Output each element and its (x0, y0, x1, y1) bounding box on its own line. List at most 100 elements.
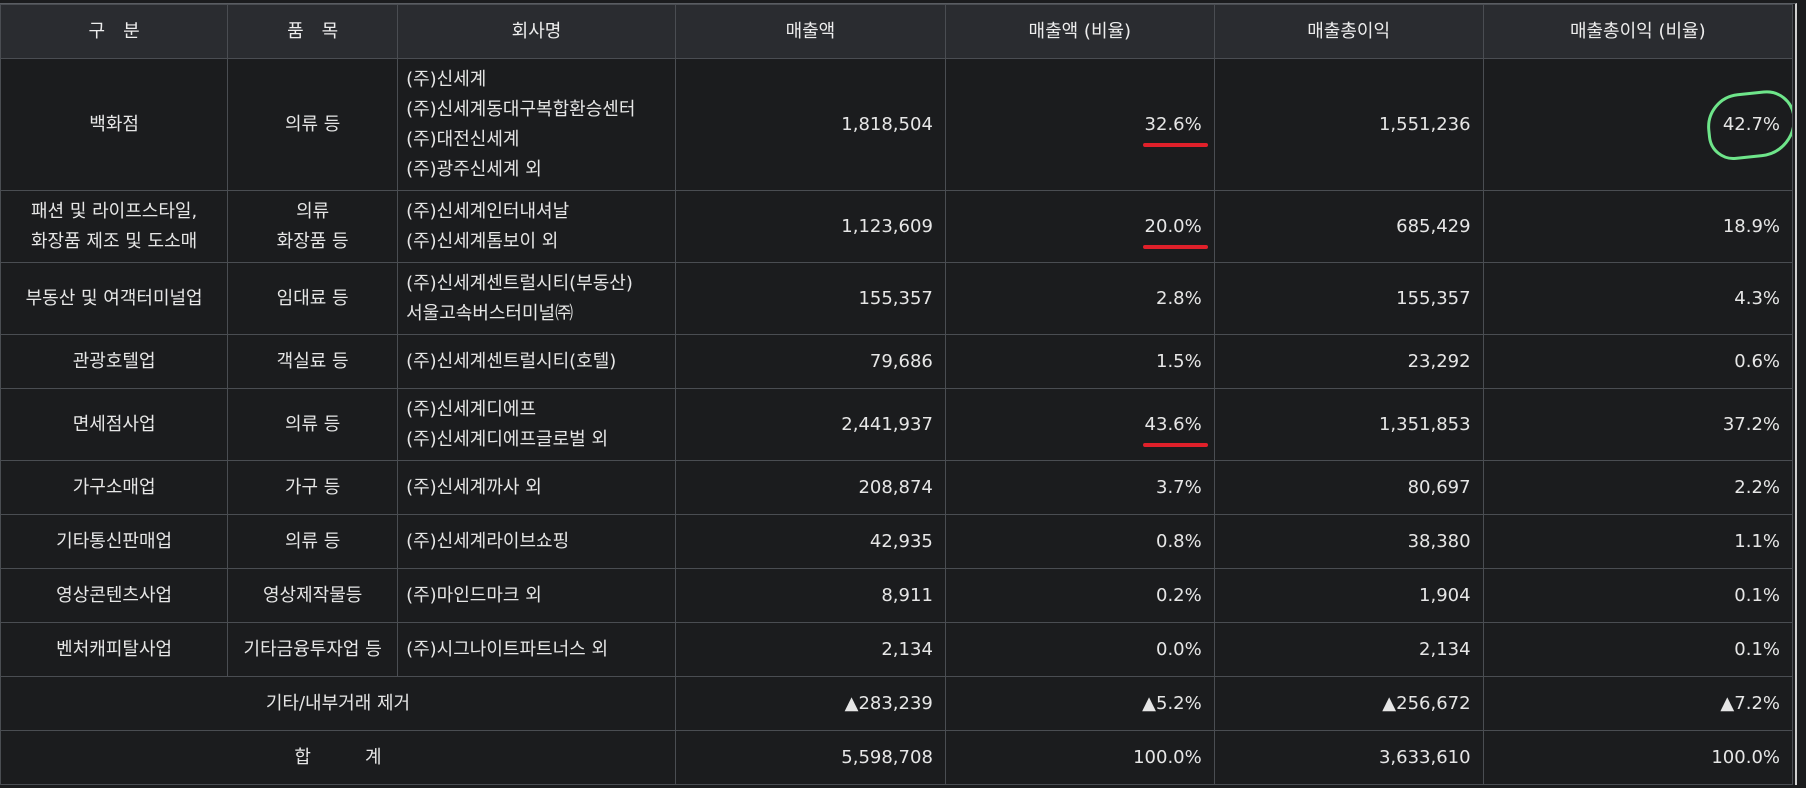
sales-cell: 1,123,609 (674, 190, 946, 263)
header-row: 구 분 품 목 회사명 매출액 매출액 (비율) 매출총이익 매출총이익 (비율… (0, 4, 1794, 59)
gross-profit-ratio-cell: 0.1% (1482, 622, 1794, 677)
sales-cell: 155,357 (674, 262, 946, 335)
sales-cell: 2,441,937 (674, 388, 946, 461)
item-cell: 의류 등 (227, 514, 399, 569)
sales-ratio-cell: 0.0% (944, 622, 1215, 677)
company-name: (주)신세계인터내셔날 (406, 200, 570, 222)
sales-ratio-cell: 0.8% (944, 514, 1215, 569)
green-circle-mark: 42.7% (1723, 110, 1780, 140)
gross-profit-ratio-cell: 0.6% (1482, 334, 1794, 389)
company-name: (주)신세계디에프 (406, 398, 537, 420)
header-category: 구 분 (0, 4, 229, 59)
adjustment-row: 기타/내부거래 제거 ▲283,239 ▲5.2% ▲256,672 ▲7.2% (0, 676, 1794, 731)
gross-profit-ratio-cell: 4.3% (1482, 262, 1794, 335)
gross-profit-ratio-cell: ▲7.2% (1482, 676, 1794, 731)
sales-cell: 208,874 (674, 460, 946, 515)
header-gross-profit-ratio: 매출총이익 (비율) (1482, 4, 1794, 59)
gross-profit-cell: 1,551,236 (1213, 58, 1484, 191)
item-cell: 의류 등 (227, 388, 399, 461)
company-cell: (주)신세계 (주)신세계동대구복합환승센터 (주)대전신세계 (주)광주신세계… (397, 58, 676, 191)
header-item: 품 목 (227, 4, 399, 59)
sales-ratio-cell: 100.0% (944, 730, 1215, 785)
sales-ratio-cell: 3.7% (944, 460, 1215, 515)
category-cell: 면세점사업 (0, 388, 229, 461)
company-name: (주)대전신세계 (406, 128, 520, 150)
gross-profit-cell: ▲256,672 (1213, 676, 1484, 731)
header-sales-ratio: 매출액 (비율) (944, 4, 1215, 59)
table-row: 패션 및 라이프스타일, 화장품 제조 및 도소매 의류 화장품 등 (주)신세… (0, 190, 1794, 263)
total-row: 합 계 5,598,708 100.0% 3,633,610 100.0% (0, 730, 1794, 785)
table-row: 부동산 및 여객터미널업 임대료 등 (주)신세계센트럴시티(부동산) 서울고속… (0, 262, 1794, 335)
gross-profit-ratio-cell: 37.2% (1482, 388, 1794, 461)
sales-ratio-cell: 20.0% (944, 190, 1215, 263)
sales-cell: 79,686 (674, 334, 946, 389)
adjustment-label: 기타/내부거래 제거 (0, 676, 676, 731)
sales-table: 구 분 품 목 회사명 매출액 매출액 (비율) 매출총이익 매출총이익 (비율… (0, 4, 1794, 785)
sales-cell: 5,598,708 (674, 730, 946, 785)
item-cell: 기타금융투자업 등 (227, 622, 399, 677)
category-line: 패션 및 라이프스타일, (31, 200, 198, 222)
category-cell: 패션 및 라이프스타일, 화장품 제조 및 도소매 (0, 190, 229, 263)
company-name: 서울고속버스터미널㈜ (406, 302, 574, 324)
company-cell: (주)신세계센트럴시티(부동산) 서울고속버스터미널㈜ (397, 262, 676, 335)
sales-ratio-cell: ▲5.2% (944, 676, 1215, 731)
table-row: 백화점 의류 등 (주)신세계 (주)신세계동대구복합환승센터 (주)대전신세계… (0, 58, 1794, 191)
gross-profit-cell: 1,904 (1213, 568, 1484, 623)
sales-ratio-cell: 32.6% (944, 58, 1215, 191)
item-cell: 객실료 등 (227, 334, 399, 389)
company-cell: (주)신세계센트럴시티(호텔) (397, 334, 676, 389)
header-gross-profit: 매출총이익 (1213, 4, 1484, 59)
category-cell: 기타통신판매업 (0, 514, 229, 569)
gross-profit-ratio-cell: 100.0% (1482, 730, 1794, 785)
sales-cell: 1,818,504 (674, 58, 946, 191)
sales-ratio-cell: 1.5% (944, 334, 1215, 389)
gross-profit-ratio-cell: 1.1% (1482, 514, 1794, 569)
company-name: (주)광주신세계 외 (406, 158, 542, 180)
item-cell: 의류 화장품 등 (227, 190, 399, 263)
category-cell: 부동산 및 여객터미널업 (0, 262, 229, 335)
table-row: 관광호텔업 객실료 등 (주)신세계센트럴시티(호텔) 79,686 1.5% … (0, 334, 1794, 389)
sales-cell: 42,935 (674, 514, 946, 569)
gross-profit-cell: 23,292 (1213, 334, 1484, 389)
table-row: 기타통신판매업 의류 등 (주)신세계라이브쇼핑 42,935 0.8% 38,… (0, 514, 1794, 569)
gross-profit-cell: 155,357 (1213, 262, 1484, 335)
company-cell: (주)신세계디에프 (주)신세계디에프글로벌 외 (397, 388, 676, 461)
table-row: 벤처캐피탈사업 기타금융투자업 등 (주)시그나이트파트너스 외 2,134 0… (0, 622, 1794, 677)
category-line: 화장품 제조 및 도소매 (31, 230, 198, 252)
gross-profit-ratio-cell: 42.7% (1482, 58, 1794, 191)
category-cell: 백화점 (0, 58, 229, 191)
gross-profit-ratio-cell: 2.2% (1482, 460, 1794, 515)
item-cell: 가구 등 (227, 460, 399, 515)
sales-ratio-cell: 2.8% (944, 262, 1215, 335)
sales-cell: ▲283,239 (674, 676, 946, 731)
category-cell: 관광호텔업 (0, 334, 229, 389)
red-underline-mark: 32.6% (1142, 110, 1208, 147)
gross-profit-cell: 685,429 (1213, 190, 1484, 263)
item-cell: 임대료 등 (227, 262, 399, 335)
sales-table-container: 구 분 품 목 회사명 매출액 매출액 (비율) 매출총이익 매출총이익 (비율… (0, 3, 1797, 785)
sales-ratio-cell: 43.6% (944, 388, 1215, 461)
company-name: (주)신세계디에프글로벌 외 (406, 428, 609, 450)
gross-profit-ratio-cell: 18.9% (1482, 190, 1794, 263)
category-cell: 벤처캐피탈사업 (0, 622, 229, 677)
category-cell: 가구소매업 (0, 460, 229, 515)
company-cell: (주)시그나이트파트너스 외 (397, 622, 676, 677)
company-name: (주)신세계 (406, 68, 487, 90)
header-company: 회사명 (397, 4, 676, 59)
red-underline-mark: 43.6% (1142, 410, 1208, 447)
company-cell: (주)신세계인터내셔날 (주)신세계톰보이 외 (397, 190, 676, 263)
company-name: (주)신세계동대구복합환승센터 (406, 98, 636, 120)
item-line: 화장품 등 (276, 230, 349, 252)
gross-profit-ratio-cell: 0.1% (1482, 568, 1794, 623)
company-name: (주)신세계센트럴시티(부동산) (406, 272, 633, 294)
company-cell: (주)신세계까사 외 (397, 460, 676, 515)
table-row: 면세점사업 의류 등 (주)신세계디에프 (주)신세계디에프글로벌 외 2,44… (0, 388, 1794, 461)
gross-profit-cell: 80,697 (1213, 460, 1484, 515)
sales-cell: 8,911 (674, 568, 946, 623)
table-row: 가구소매업 가구 등 (주)신세계까사 외 208,874 3.7% 80,69… (0, 460, 1794, 515)
sales-ratio-cell: 0.2% (944, 568, 1215, 623)
gross-profit-cell: 1,351,853 (1213, 388, 1484, 461)
table-row: 영상콘텐츠사업 영상제작물등 (주)마인드마크 외 8,911 0.2% 1,9… (0, 568, 1794, 623)
company-cell: (주)마인드마크 외 (397, 568, 676, 623)
sales-cell: 2,134 (674, 622, 946, 677)
